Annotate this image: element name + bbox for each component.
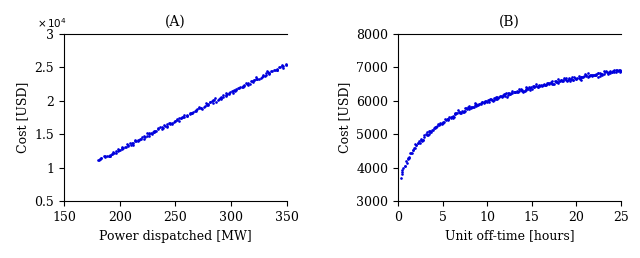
Y-axis label: Cost [USD]: Cost [USD] — [338, 82, 351, 153]
Text: $\times\,10^4$: $\times\,10^4$ — [37, 17, 67, 30]
X-axis label: Unit off-time [hours]: Unit off-time [hours] — [445, 230, 574, 243]
X-axis label: Power dispatched [MW]: Power dispatched [MW] — [99, 230, 252, 243]
Title: (B): (B) — [499, 14, 520, 28]
Title: (A): (A) — [165, 14, 186, 28]
Y-axis label: Cost [USD]: Cost [USD] — [16, 82, 29, 153]
